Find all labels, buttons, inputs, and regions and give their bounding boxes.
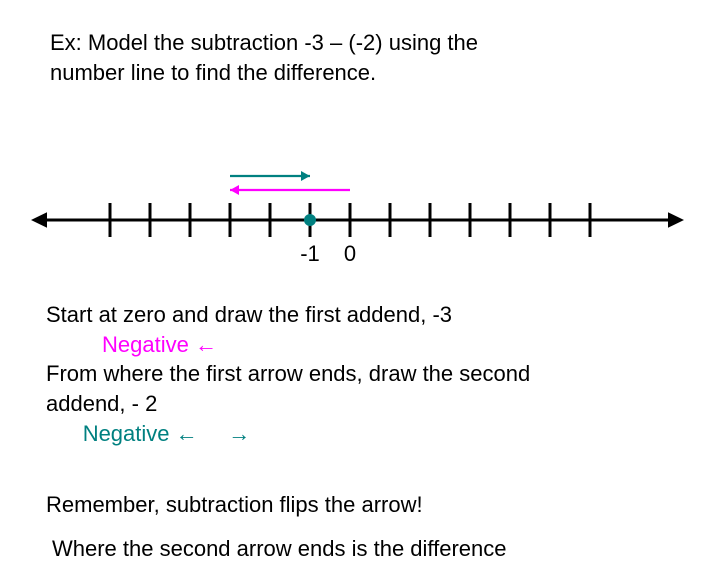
svg-text:-1: -1 (300, 241, 320, 266)
example-title: Ex: Model the subtraction -3 – (-2) usin… (50, 28, 650, 87)
title-prefix: Ex: Model the subtraction (50, 30, 304, 55)
arrow-right-icon: → (228, 421, 250, 446)
negative-left-label: Negative (102, 332, 195, 357)
arrow-left-icon: ← (176, 421, 198, 446)
flip-gap (198, 421, 229, 446)
svg-text:0: 0 (344, 241, 356, 266)
step-2b-row: addend, - 2 Negative ← → (46, 389, 686, 478)
step-2b-prefix: addend, - 2 (46, 391, 157, 416)
step-2a: From where the first arrow ends, draw th… (46, 359, 686, 389)
number-line: -1 0 (0, 150, 720, 280)
difference-line: Where the second arrow ends is the diffe… (52, 534, 686, 564)
negative-flip: Negative ← → (46, 421, 250, 476)
title-suffix: using the (383, 30, 478, 55)
title-expression: -3 – (-2) (304, 30, 382, 55)
instructions: Start at zero and draw the first addend,… (46, 300, 686, 564)
negative-left: Negative ← (46, 330, 686, 360)
remember-line: Remember, subtraction flips the arrow! (46, 490, 686, 520)
step-1: Start at zero and draw the first addend,… (46, 300, 686, 330)
negative-flip-label: Negative (83, 421, 176, 446)
arrow-left-icon: ← (195, 332, 217, 357)
number-line-svg: -1 0 (0, 150, 720, 280)
title-line2: number line to find the difference. (50, 60, 376, 85)
